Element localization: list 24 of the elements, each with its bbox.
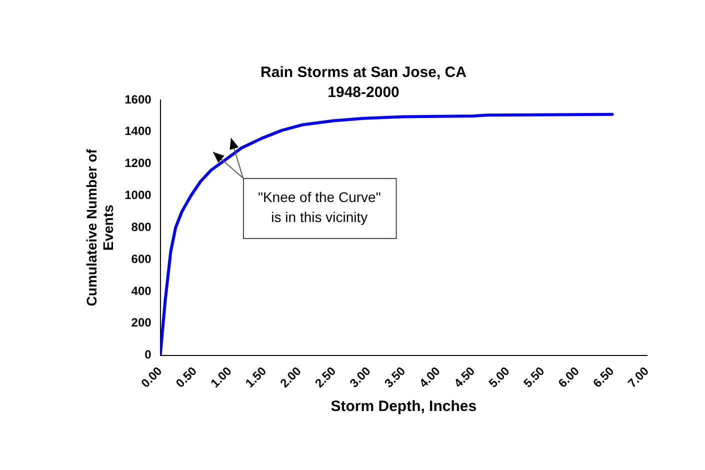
chart-title: Rain Storms at San Jose, CA [260, 64, 467, 82]
y-tick-label: 800 [131, 220, 152, 234]
x-tick-label: 7.00 [625, 364, 652, 390]
y-tick-label: 400 [131, 284, 152, 298]
y-tick-label: 0 [144, 348, 152, 362]
y-tick-label: 600 [131, 252, 152, 266]
x-axis-title: Storm Depth, Inches [330, 398, 477, 416]
x-tick-label: 5.50 [520, 364, 548, 390]
x-tick-label: 4.00 [416, 364, 444, 390]
y-tick-label: 1400 [124, 124, 152, 138]
y-axis-title: Cumulateive Number of Events [83, 148, 116, 306]
y-tick-label: 1000 [124, 188, 152, 202]
x-tick-label: 4.50 [451, 364, 478, 390]
x-tick-label: 0.00 [138, 364, 165, 390]
chart-subtitle: 1948-2000 [328, 84, 400, 102]
x-tick-label: 3.50 [382, 364, 408, 390]
y-tick-label: 200 [131, 316, 152, 330]
x-tick-label: 6.00 [556, 364, 582, 390]
x-tick-label: 6.50 [590, 364, 617, 390]
x-tick-label: 5.00 [486, 364, 513, 390]
x-tick-label: 0.50 [173, 364, 200, 390]
y-tick-label: 1600 [124, 92, 152, 106]
annotation: "Knee of the Curve" is in this vicinity [258, 188, 381, 225]
y-tick-label: 1200 [124, 156, 152, 170]
